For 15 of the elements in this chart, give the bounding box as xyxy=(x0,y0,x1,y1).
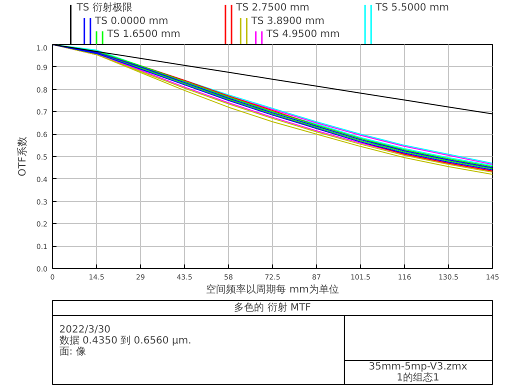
text: 35mm-5mp-V3.zmx xyxy=(368,362,468,372)
text: 2022/3/30 xyxy=(59,324,111,336)
text: 1的组态1 xyxy=(396,372,440,384)
text: 多色的 衍射 MTF xyxy=(234,302,312,314)
legend-label: TS 1.6500 mm xyxy=(106,29,180,40)
x-axis-title: 空间频率以周期每 mm为单位 xyxy=(206,284,339,296)
text: TS 3.8900 mm xyxy=(250,16,325,27)
y-axis-title: OTF系数 xyxy=(16,136,28,176)
text: TS 0.0000 mm xyxy=(94,16,168,27)
text: 数据 0.4350 到 0.6560 μm. xyxy=(59,334,192,346)
legend-label: TS 4.9500 mm xyxy=(265,29,340,40)
text: TS 衍射极限 xyxy=(76,2,132,14)
text: 面: 像 xyxy=(59,346,86,358)
text: TS 5.5000 mm xyxy=(374,2,449,14)
text: TS 2.7500 mm xyxy=(235,2,310,14)
